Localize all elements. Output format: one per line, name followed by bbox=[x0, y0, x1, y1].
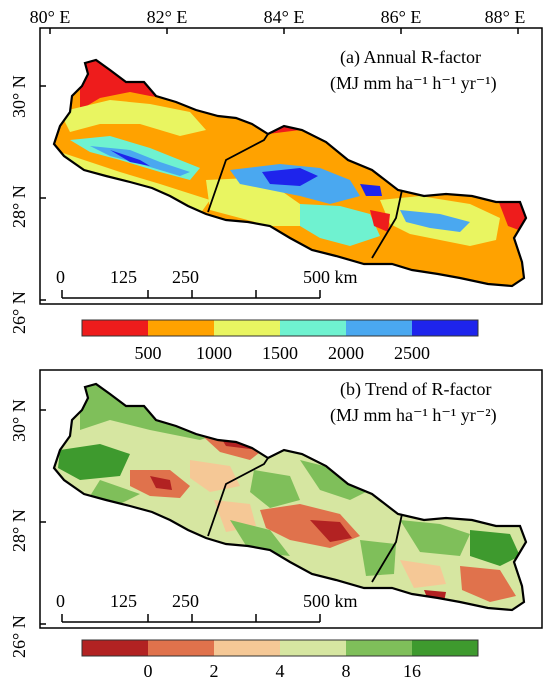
lon-label: 84° E bbox=[263, 7, 305, 27]
scalebar-tick: 125 bbox=[110, 591, 137, 611]
legend-a-tick: 1000 bbox=[196, 343, 232, 363]
lon-label: 82° E bbox=[146, 7, 188, 27]
panel-b-unit: (MJ mm ha⁻¹ h⁻¹ yr⁻²) bbox=[330, 405, 497, 425]
legend-b-tick: 4 bbox=[275, 661, 285, 681]
nepal-border bbox=[52, 382, 528, 612]
lon-ticks bbox=[49, 28, 519, 34]
legend-a-tick: 2500 bbox=[394, 343, 430, 363]
panel-a-title: (a) Annual R-factor bbox=[340, 47, 481, 67]
legend-a-swatch bbox=[280, 320, 346, 336]
legend-b-tick: 0 bbox=[143, 661, 153, 681]
legend-a-swatch bbox=[214, 320, 280, 336]
province-boundary bbox=[207, 133, 269, 213]
lat-ticks bbox=[40, 409, 46, 625]
legend-b-swatch bbox=[280, 640, 346, 656]
legend-a-tick: 500 bbox=[134, 343, 162, 363]
scalebar-tick: 500 km bbox=[303, 591, 358, 611]
panel-a-frame bbox=[39, 27, 543, 305]
legend-b-swatch bbox=[412, 640, 478, 656]
legend-b-swatch bbox=[148, 640, 214, 656]
scalebar-tick: 125 bbox=[110, 267, 137, 287]
scale-bar-b bbox=[61, 614, 321, 623]
legend-a-swatch bbox=[148, 320, 214, 336]
legend-a-tick: 2000 bbox=[328, 343, 364, 363]
legend-b-swatch bbox=[82, 640, 148, 656]
legend-b-swatch bbox=[346, 640, 412, 656]
legend-a-swatch bbox=[82, 320, 148, 336]
legend-b-tick: 2 bbox=[209, 661, 219, 681]
nepal-border bbox=[52, 58, 528, 288]
panel-b-title: (b) Trend of R-factor bbox=[340, 379, 492, 399]
scalebar-tick: 250 bbox=[172, 591, 199, 611]
province-boundary bbox=[207, 457, 269, 537]
province-boundary bbox=[371, 189, 403, 259]
legend-b-swatch bbox=[214, 640, 280, 656]
legend-a-swatch bbox=[412, 320, 478, 336]
lon-label: 86° E bbox=[380, 7, 422, 27]
scale-bar-a bbox=[61, 290, 321, 299]
lon-label: 88° E bbox=[484, 7, 526, 27]
legend-a-swatch bbox=[346, 320, 412, 336]
province-boundary bbox=[371, 513, 403, 583]
scalebar-tick: 500 km bbox=[303, 267, 358, 287]
scalebar-tick: 250 bbox=[172, 267, 199, 287]
panel-b-frame bbox=[39, 369, 543, 629]
scalebar-tick: 0 bbox=[56, 591, 65, 611]
legend-b-tick: 16 bbox=[403, 661, 421, 681]
panel-a-unit: (MJ mm ha⁻¹ h⁻¹ yr⁻¹) bbox=[330, 73, 497, 93]
lat-ticks bbox=[40, 85, 46, 301]
lon-label: 80° E bbox=[29, 7, 71, 27]
legend-b-tick: 8 bbox=[341, 661, 351, 681]
scalebar-tick: 0 bbox=[56, 267, 65, 287]
legend-a-tick: 1500 bbox=[262, 343, 298, 363]
